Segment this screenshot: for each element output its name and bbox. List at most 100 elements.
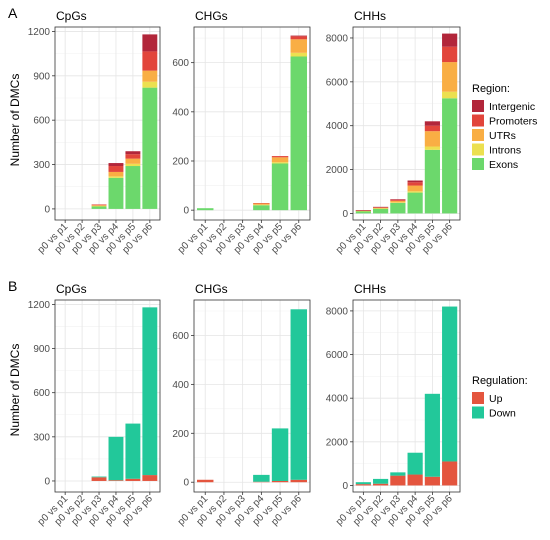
panel-border — [54, 299, 161, 493]
bar-introns-p0-vs-p3 — [91, 205, 107, 207]
panel-title: CpGs — [56, 282, 87, 296]
bar-intergenic-p0-vs-p4 — [108, 163, 124, 167]
bar-up-p0-vs-p4 — [407, 474, 423, 486]
bar-promoters-p0-vs-p5 — [271, 156, 289, 158]
bar-up-p0-vs-p4 — [108, 480, 124, 481]
y-tick-label: 300 — [33, 432, 50, 443]
legend-swatch-intergenic — [472, 100, 484, 112]
legend-label-down: Down — [489, 408, 516, 420]
bar-up-p0-vs-p3 — [91, 477, 107, 481]
bar-down-p0-vs-p2 — [373, 478, 389, 484]
y-tick-label: 2000 — [326, 437, 349, 448]
y-tick-label: 200 — [172, 429, 189, 440]
bar-down-p0-vs-p5 — [271, 428, 289, 481]
bar-introns-p0-vs-p1 — [355, 210, 371, 212]
bar-introns-p0-vs-p3 — [390, 202, 406, 203]
y-tick-label: 400 — [172, 107, 189, 118]
legend_regulation: Regulation: Up Down — [472, 375, 528, 420]
bar-down-p0-vs-p1 — [355, 482, 371, 485]
panel-title: CHGs — [195, 9, 228, 23]
legend-label-exons: Exons — [489, 159, 518, 171]
bar-promoters-p0-vs-p6 — [290, 36, 308, 40]
y-tick-label: 0 — [342, 481, 348, 492]
y-axis-label-a: Number of DMCs — [8, 74, 22, 167]
panel-border — [352, 26, 461, 221]
bar-promoters-p0-vs-p3 — [390, 199, 406, 201]
bar-down-p0-vs-p5 — [424, 393, 440, 477]
legend_region-title: Region: — [472, 83, 510, 95]
y-tick-label: 8000 — [326, 306, 349, 317]
bar-exons-p0-vs-p1 — [355, 211, 371, 214]
y-tick-label: 900 — [33, 344, 50, 355]
bar-intergenic-p0-vs-p2 — [373, 206, 389, 208]
bar-exons-p0-vs-p5 — [125, 166, 141, 209]
bar-up-p0-vs-p5 — [424, 476, 440, 486]
bar-utrs-p0-vs-p3 — [390, 200, 406, 203]
panel-title: CHGs — [195, 282, 228, 296]
bar-exons-p0-vs-p4 — [108, 177, 124, 209]
y-tick-label: 4000 — [326, 121, 349, 132]
y-tick-label: 0 — [183, 478, 189, 489]
bar-promoters-p0-vs-p2 — [373, 207, 389, 208]
y-tick-label: 400 — [172, 380, 189, 391]
bar-exons-p0-vs-p6 — [290, 56, 308, 211]
panel-border — [352, 299, 461, 493]
bar-promoters-p0-vs-p6 — [142, 51, 158, 71]
panel-border — [193, 26, 311, 221]
y-tick-label: 0 — [44, 476, 50, 487]
panel-border — [193, 299, 311, 493]
bar-intergenic-p0-vs-p5 — [125, 151, 141, 155]
legend-label-utrs: UTRs — [489, 130, 516, 142]
legend-label-intergenic: Intergenic — [489, 101, 535, 113]
bar-introns-p0-vs-p6 — [142, 81, 158, 88]
bar-promoters-p0-vs-p5 — [424, 125, 440, 132]
bar-introns-p0-vs-p5 — [125, 163, 141, 167]
legend-label-up: Up — [489, 393, 503, 405]
bar-down-p0-vs-p3 — [91, 476, 107, 478]
legend-swatch-promoters — [472, 114, 484, 127]
bar-up-p0-vs-p1 — [355, 484, 371, 486]
legend-swatch-introns — [472, 143, 484, 156]
legend-label-introns: Introns — [489, 145, 521, 157]
legend_region: Region: Intergenic Promoters UTRs Introns Exo… — [472, 83, 537, 171]
bar-intergenic-p0-vs-p4 — [407, 180, 423, 183]
panel-title: CHHs — [354, 282, 386, 296]
bar-intergenic-p0-vs-p1 — [355, 210, 371, 211]
bar-up-p0-vs-p5 — [271, 480, 289, 483]
bar-up-p0-vs-p4 — [253, 481, 270, 483]
bar-introns-p0-vs-p4 — [407, 191, 423, 193]
y-tick-label: 600 — [172, 58, 189, 69]
bar-introns-p0-vs-p2 — [373, 208, 389, 209]
y-tick-label: 600 — [33, 116, 50, 127]
panel-letter-a: A — [8, 5, 18, 21]
bar-up-p0-vs-p6 — [290, 479, 308, 483]
bar-down-p0-vs-p4 — [253, 474, 270, 482]
y-tick-label: 2000 — [326, 165, 349, 176]
y-tick-label: 900 — [33, 71, 50, 82]
bar-introns-p0-vs-p5 — [271, 162, 289, 164]
bar-up-p0-vs-p1 — [196, 479, 214, 483]
y-tick-label: 6000 — [326, 77, 349, 88]
legend_regulation-title: Regulation: — [472, 375, 528, 387]
bar-utrs-p0-vs-p5 — [424, 131, 440, 147]
y-tick-label: 6000 — [326, 350, 349, 361]
bar-promoters-p0-vs-p5 — [125, 154, 141, 159]
bar-exons-p0-vs-p6 — [142, 87, 158, 209]
bar-utrs-p0-vs-p2 — [373, 207, 389, 209]
bar-exons-p0-vs-p3 — [390, 202, 406, 214]
bar-utrs-p0-vs-p4 — [407, 185, 423, 192]
legends: Region: Intergenic Promoters UTRs Introns Exo… — [472, 83, 537, 420]
bar-up-p0-vs-p2 — [373, 483, 389, 486]
bar-utrs-p0-vs-p4 — [253, 203, 270, 205]
panel-title: CpGs — [56, 9, 87, 23]
y-tick-label: 1200 — [28, 27, 51, 38]
bar-down-p0-vs-p6 — [142, 307, 158, 476]
y-tick-label: 0 — [44, 204, 50, 215]
bar-introns-p0-vs-p6 — [290, 52, 308, 57]
bar-utrs-p0-vs-p5 — [271, 157, 289, 163]
panel-title: CHHs — [354, 9, 386, 23]
